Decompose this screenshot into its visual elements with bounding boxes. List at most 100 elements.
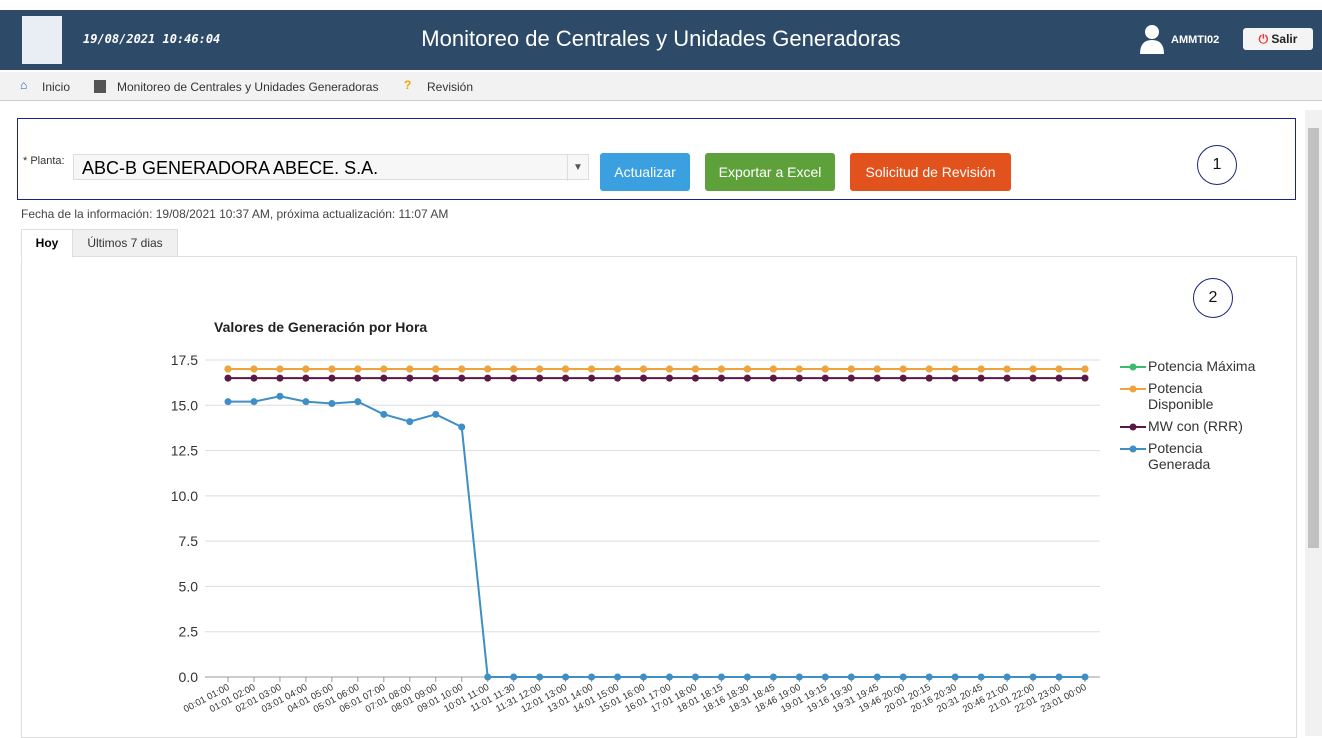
data-point (562, 673, 570, 681)
data-point (821, 365, 829, 373)
datetime: 19/08/2021 10:46:04 (83, 32, 221, 46)
data-point (588, 365, 596, 373)
export-button[interactable]: Exportar a Excel (705, 153, 835, 191)
data-point (250, 365, 258, 373)
legend-swatch (1120, 423, 1146, 431)
data-point (536, 673, 544, 681)
data-point (276, 392, 284, 400)
data-point (328, 374, 336, 382)
scrollbar[interactable] (1305, 110, 1322, 736)
data-point (1081, 365, 1089, 373)
data-point (302, 374, 310, 382)
data-point (432, 374, 440, 382)
data-point (1003, 673, 1011, 681)
data-point (821, 374, 829, 382)
refresh-button[interactable]: Actualizar (600, 153, 690, 191)
data-point (1081, 673, 1089, 681)
marker-1: 1 (1197, 145, 1237, 185)
home-icon: ⌂ (20, 78, 28, 92)
data-point (691, 374, 699, 382)
tab[interactable]: Últimos 7 dias (72, 229, 178, 257)
tab-active[interactable]: Hoy (21, 229, 73, 258)
data-point (588, 374, 596, 382)
data-point (665, 374, 673, 382)
legend-swatch (1120, 363, 1146, 371)
legend-item[interactable]: MW con (RRR) (1118, 418, 1293, 434)
data-point (458, 423, 466, 431)
y-tick-label: 12.5 (171, 443, 198, 459)
data-point (354, 374, 362, 382)
legend-label: Potencia Máxima (1148, 358, 1256, 374)
legend-label: Potencia Generada (1148, 440, 1211, 472)
data-point (717, 673, 725, 681)
data-point (743, 673, 751, 681)
data-point (1055, 365, 1063, 373)
nav-item[interactable]: Monitoreo de Centrales y Unidades Genera… (117, 80, 379, 94)
data-point (432, 410, 440, 418)
app-title: Monitoreo de Centrales y Unidades Genera… (421, 26, 901, 51)
help-icon: ? (404, 78, 412, 92)
data-point (614, 365, 622, 373)
data-point (614, 673, 622, 681)
data-point (691, 365, 699, 373)
data-point (562, 374, 570, 382)
legend-item[interactable]: Potencia Disponible (1118, 380, 1293, 412)
data-point (925, 673, 933, 681)
data-point (224, 398, 232, 406)
user-icon (1140, 25, 1164, 54)
data-point (1003, 365, 1011, 373)
data-point (951, 673, 959, 681)
plant-label: * Planta: (23, 155, 65, 167)
data-point (354, 365, 362, 373)
data-point (977, 365, 985, 373)
data-point (458, 374, 466, 382)
data-point (1055, 374, 1063, 382)
data-point (484, 374, 492, 382)
logout-button[interactable]: ⏻ Salir (1243, 28, 1313, 50)
data-point (665, 673, 673, 681)
data-point (821, 673, 829, 681)
data-point (899, 374, 907, 382)
legend-item[interactable]: Potencia Generada (1118, 440, 1293, 472)
review-button[interactable]: Solicitud de Revisión (850, 153, 1011, 191)
data-point (614, 374, 622, 382)
data-point (743, 374, 751, 382)
data-point (925, 365, 933, 373)
data-point (691, 673, 699, 681)
data-point (380, 365, 388, 373)
data-point (302, 398, 310, 406)
data-point (873, 673, 881, 681)
legend-swatch (1120, 385, 1146, 393)
nav-item[interactable]: Inicio (42, 80, 71, 94)
header: 19/08/2021 10:46:04 Monitoreo de Central… (0, 10, 1322, 70)
data-point (484, 673, 492, 681)
data-point (354, 398, 362, 406)
info-text: Fecha de la información: 19/08/2021 10:3… (21, 207, 449, 221)
data-point (406, 374, 414, 382)
legend-item[interactable]: Potencia Máxima (1118, 358, 1293, 374)
legend-dot (1129, 363, 1137, 371)
legend-dot (1129, 385, 1137, 393)
nav-item[interactable]: Revisión (427, 80, 474, 94)
data-point (769, 673, 777, 681)
data-point (873, 374, 881, 382)
data-point (588, 673, 596, 681)
data-point (951, 374, 959, 382)
data-point (328, 365, 336, 373)
plant-select[interactable]: ABC-B GENERADORA ABECE. S.A. ▼ (73, 154, 589, 181)
data-point (510, 365, 518, 373)
data-point (484, 365, 492, 373)
user-name: AMMTI02 (1171, 34, 1220, 46)
legend-swatch (1120, 445, 1146, 453)
data-point (1029, 374, 1037, 382)
data-point (510, 673, 518, 681)
data-point (977, 374, 985, 382)
y-tick-label: 7.5 (179, 533, 199, 549)
data-point (250, 398, 258, 406)
data-point (925, 374, 933, 382)
dropdown-arrow: ▼ (567, 155, 588, 181)
data-point (795, 374, 803, 382)
scroll-thumb[interactable] (1308, 128, 1319, 548)
logo (22, 16, 62, 64)
